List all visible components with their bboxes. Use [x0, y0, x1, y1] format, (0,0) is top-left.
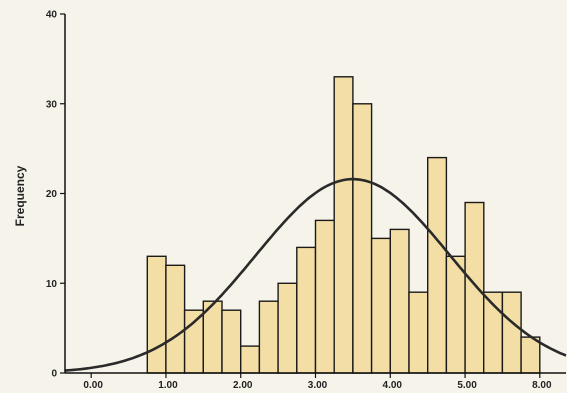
histogram-bar	[352, 103, 373, 374]
histogram-bar	[427, 156, 448, 374]
histogram-bar	[520, 336, 541, 374]
histogram-bar	[221, 309, 242, 374]
histogram-bar	[239, 345, 261, 374]
histogram-bar	[277, 282, 298, 374]
x-tick-label: 8.00	[532, 380, 552, 391]
histogram-bar	[408, 291, 429, 374]
ticks-layer: 0 10 20 30 40 0.00 1.00 2.00 3.00 4.00 5.00 8.00	[46, 10, 552, 392]
x-tick-label: 5.00	[457, 380, 477, 391]
x-tick-label: 1.00	[158, 380, 178, 391]
x-tick-label: 4.00	[383, 380, 403, 391]
histogram-bar	[258, 300, 279, 374]
y-tick-label: 30	[46, 99, 58, 110]
y-axis-title: Frequency	[13, 165, 27, 226]
histogram-bar	[165, 264, 186, 374]
x-tick-label: 3.00	[308, 380, 328, 391]
histogram-bar	[445, 255, 466, 374]
histogram-bar	[389, 228, 410, 374]
normal-curve-line	[64, 177, 567, 372]
bars-layer	[146, 76, 541, 374]
histogram-bar	[296, 246, 317, 374]
histogram-bar	[183, 309, 205, 374]
histogram-bar	[333, 76, 354, 374]
y-tick-label: 10	[46, 279, 58, 290]
y-tick-label: 0	[51, 369, 57, 380]
histogram-bar	[464, 201, 485, 374]
x-tick-label: 0.00	[83, 380, 103, 391]
x-tick-label: 2.00	[233, 380, 253, 391]
histogram-bar	[370, 237, 392, 374]
y-tick-label: 20	[46, 189, 58, 200]
histogram-bar	[314, 219, 335, 374]
histogram-bar	[501, 291, 522, 374]
y-tick-label: 40	[46, 10, 58, 21]
histogram-bar	[146, 255, 167, 374]
